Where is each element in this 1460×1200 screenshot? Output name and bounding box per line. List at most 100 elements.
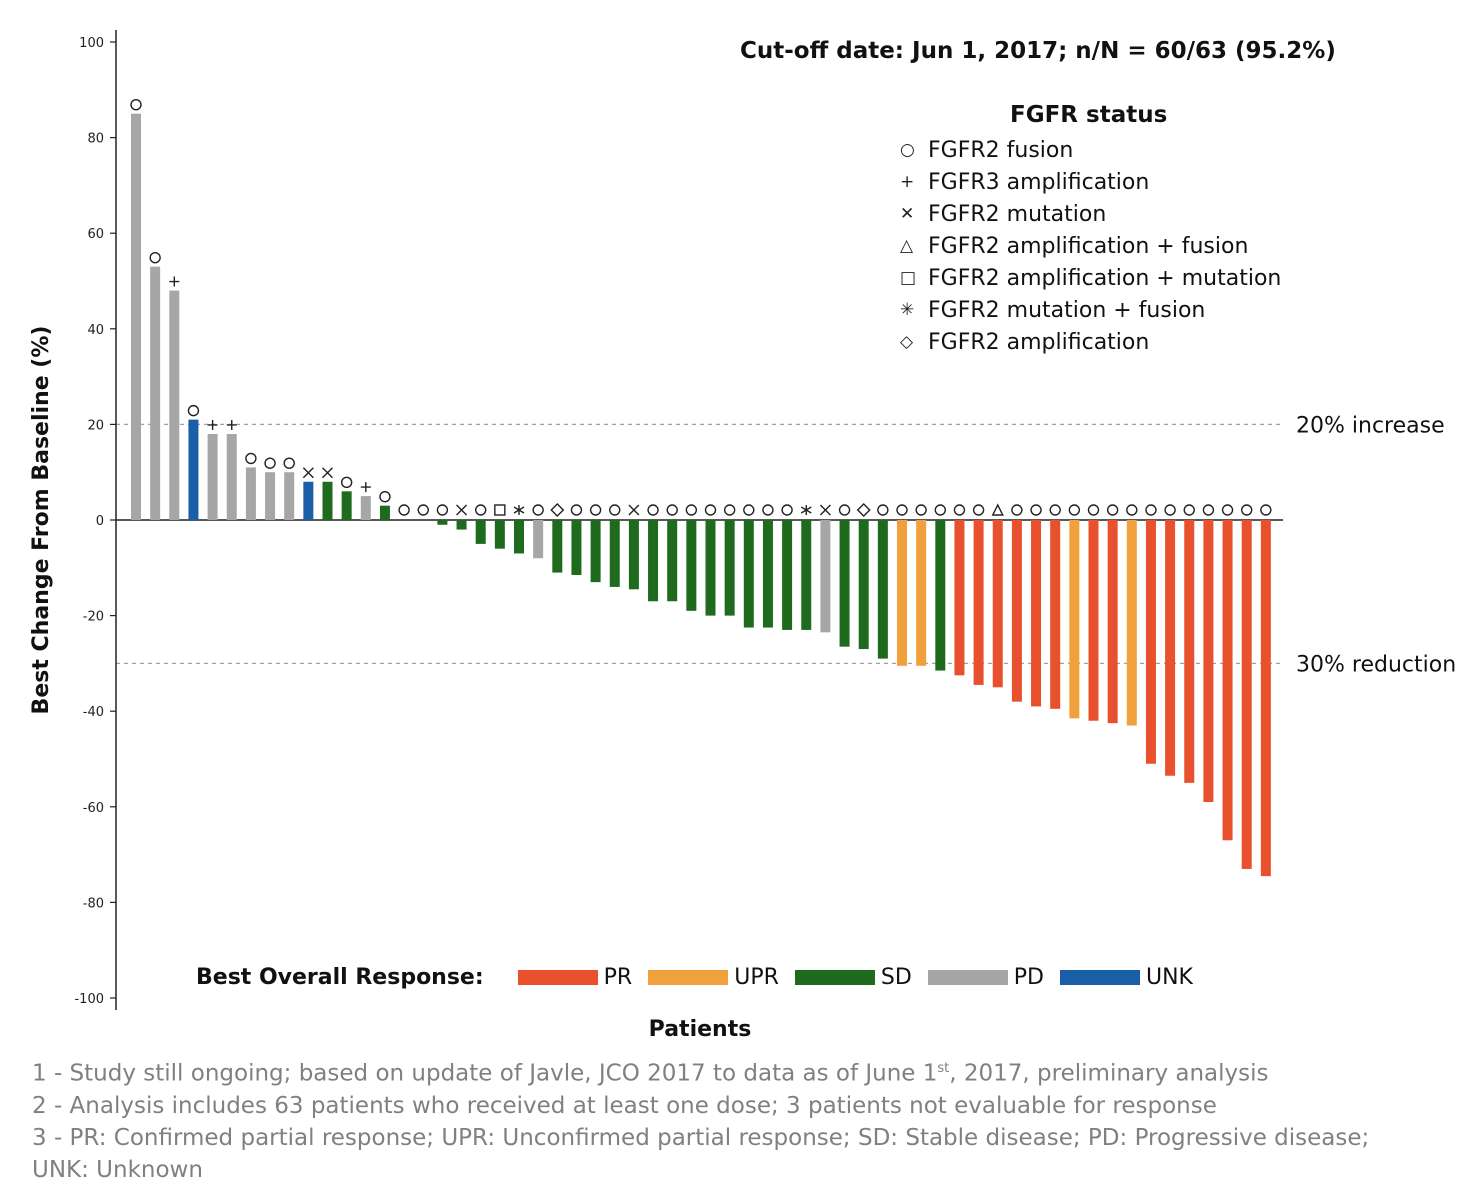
bar-upr [1126,520,1137,726]
y-tick-label: 0 [96,514,104,529]
marker-circle [1240,504,1253,516]
marker-circle [666,504,678,516]
marker-circle [1030,504,1042,516]
bar-upr [897,520,907,666]
bar-upr [1069,520,1080,719]
marker-circle [436,504,449,516]
bar-sd [475,520,486,544]
legend-item-label: FGFR2 mutation [928,201,1107,227]
marker-circle [838,504,851,516]
bars [131,113,1271,877]
bar-sd [705,520,716,616]
bar-sd [628,520,639,590]
bar-pr [954,520,965,676]
bar-pd [284,472,295,520]
marker-circle [1164,504,1176,516]
marker-circle [781,504,793,516]
marker-circle [379,490,391,503]
bar-sd [935,520,946,671]
marker-circle [762,504,774,516]
square-marker-icon: □ [900,268,917,288]
bar-pr [1011,520,1022,702]
bar-pr [973,520,984,685]
marker-circle [915,504,927,516]
bar-sd [839,520,850,647]
legend-item-label: FGFR2 mutation + fusion [928,297,1206,323]
y-axis-label: Best Change From Baseline (%) [29,326,54,715]
bar-pd [533,520,544,559]
response-legend-unk: UNK [1060,965,1193,990]
marker-plus [360,482,371,493]
marker-circle [398,504,410,516]
marker-circle [877,504,889,516]
marker-circle [1183,504,1195,516]
marker-plus [226,419,237,430]
marker-plus [207,419,218,430]
bar-pr [1088,520,1099,721]
bar-pd [226,433,237,520]
response-label: PR [603,965,633,990]
color-swatch [927,970,1008,985]
bar-pr [1031,520,1042,707]
footnote-superscript: st [937,1061,950,1076]
bar-pr [1241,520,1252,869]
fgfr-markers [130,98,1272,517]
marker-circle [245,452,257,465]
bar-sd [609,520,620,587]
legend-item-diamond: ◇ FGFR2 amplification [900,326,1281,358]
bar-sd [724,520,735,616]
marker-circle [685,504,698,516]
bar-sd [648,520,659,602]
diamond-marker-icon: ◇ [900,332,914,352]
marker-diamond [856,503,871,517]
waterfall-chart: 100 80 60 40 20 0 -20 -40 -60 -80 -100 20% increas… [29,30,1456,1042]
legend-item-label: FGFR2 fusion [928,137,1074,163]
y-tick-label: -60 [83,801,104,816]
bar-pd [207,433,218,520]
response-legend-pd: PD [927,965,1044,990]
marker-x [628,504,640,516]
marker-circle [704,504,717,516]
plus-marker-icon: + [900,172,915,192]
marker-circle [1260,504,1272,516]
bar-pd [265,472,276,520]
legend-item-label: FGFR3 amplification [928,169,1150,195]
marker-asterisk [513,505,525,515]
asterisk-marker-icon: ✳ [900,300,915,320]
legend-title: FGFR status [1010,102,1168,128]
marker-circle [934,504,946,516]
bar-sd [456,520,467,530]
bar-sd [494,520,505,549]
footnote: 2 - Analysis includes 63 patients who re… [32,1090,1432,1122]
legend-item-asterisk: ✳ FGFR2 mutation + fusion [900,294,1281,326]
footnote-text: 1 - Study still ongoing; based on update… [32,1060,938,1087]
triangle-marker-icon: △ [900,236,914,256]
marker-circle [1087,504,1100,516]
x-axis-label: Patients [649,1017,752,1042]
bar-pd [245,467,256,520]
bar-sd [552,520,563,573]
marker-circle [1221,504,1234,516]
bar-upr [916,520,927,666]
marker-square [494,504,506,516]
y-tick-label: 40 [87,323,104,338]
marker-plus [169,276,180,287]
marker-circle [896,504,908,516]
y-tick-label: 80 [87,132,104,147]
bar-sd [590,520,601,583]
marker-circle [1011,504,1023,516]
bar-sd [322,481,333,520]
bar-sd [686,520,697,611]
chart-title: Cut-off date: Jun 1, 2017; n/N = 60/63 (… [740,38,1336,64]
y-tick-label: -100 [74,992,104,1007]
bar-sd [801,520,812,630]
bar-pd [169,290,180,520]
marker-circle [743,504,755,516]
bar-pr [1222,520,1233,841]
bar-pr [1260,520,1271,877]
marker-circle [570,504,583,516]
reference-line-label: 20% increase [1296,413,1445,438]
marker-circle [1145,504,1157,516]
marker-circle [723,504,736,516]
footnote-text: 3 - PR: Confirmed partial response; UPR:… [32,1124,1370,1183]
